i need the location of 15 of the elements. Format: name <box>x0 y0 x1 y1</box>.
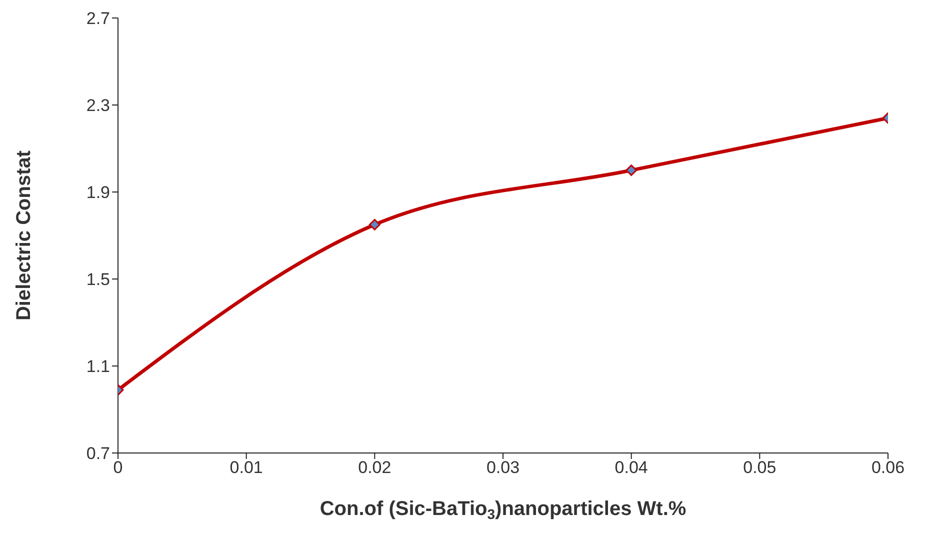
x-tick-label: 0.04 <box>614 458 648 478</box>
x-tick-label: 0.01 <box>230 458 263 478</box>
x-axis-title: Con.of (Sic-BaTio$_{3}$)nanoparticles Wt.% <box>320 498 686 522</box>
y-axis-title: Dielectric Constat <box>13 150 35 321</box>
y-tick-label: 1.1 <box>86 357 110 376</box>
x-tick-label: 0 <box>113 458 123 478</box>
x-tick-label: 0.03 <box>486 458 520 478</box>
x-tick-label: 0.05 <box>743 458 776 478</box>
y-tick-label: 2.7 <box>86 9 110 28</box>
x-tick-label: 0.02 <box>358 458 392 478</box>
x-tick-label: 0.06 <box>871 458 905 478</box>
y-tick-label: 1.9 <box>86 183 110 202</box>
y-tick-label: 0.7 <box>86 444 110 464</box>
y-tick-label: 2.3 <box>86 96 110 116</box>
y-tick-label: 1.5 <box>86 270 110 290</box>
